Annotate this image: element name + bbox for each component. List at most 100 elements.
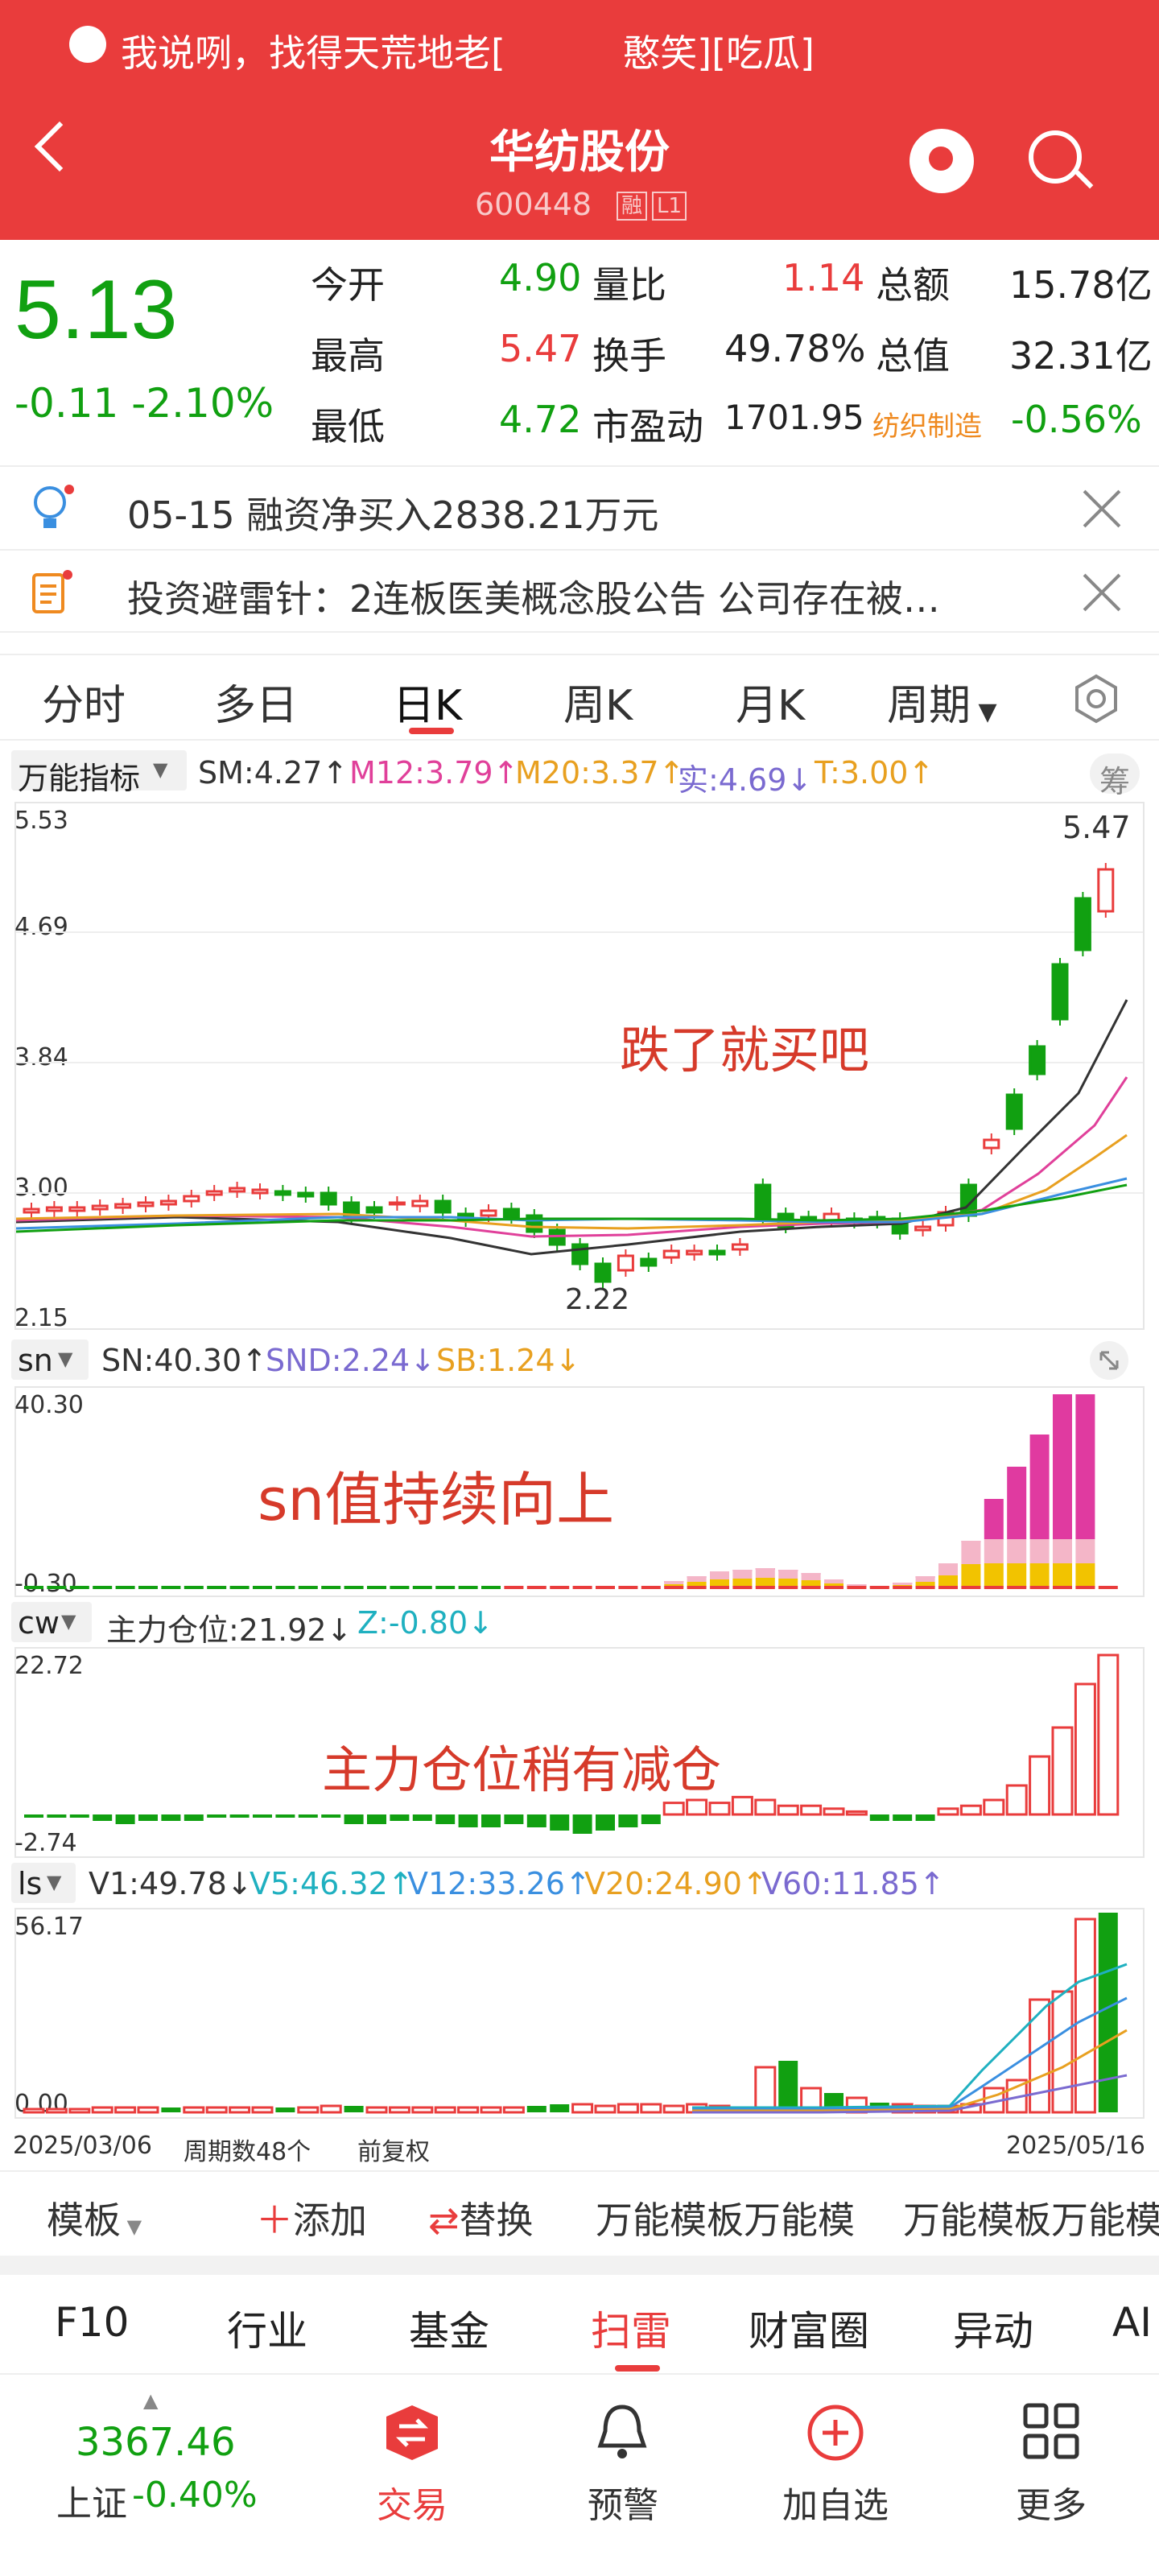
sn-bar-light bbox=[778, 1570, 798, 1579]
candle bbox=[731, 1243, 749, 1251]
header-bar: 我说咧，找得天荒地老[ 憨笑][吃瓜] 华纺股份 600448 融 L1 bbox=[0, 0, 1159, 240]
sn-bar-light bbox=[710, 1571, 729, 1579]
tab-industry[interactable]: 行业 bbox=[227, 2308, 307, 2355]
tab-weekly-k[interactable]: 周K bbox=[563, 682, 633, 730]
replace-template-button[interactable]: ⇄替换 bbox=[428, 2198, 534, 2242]
sn-baseline bbox=[321, 1586, 341, 1589]
tab-wealth-circle[interactable]: 财富圈 bbox=[749, 2308, 869, 2355]
lightbulb-icon bbox=[34, 485, 74, 528]
bottom-nav: ▲ 3367.46 上证 -0.40% 交易 预警 加自选 更多 bbox=[0, 2375, 1159, 2576]
kline-chart[interactable] bbox=[14, 802, 1145, 1330]
sn-bar-yellow bbox=[915, 1582, 935, 1587]
tab-daily-k[interactable]: 日K bbox=[393, 682, 463, 730]
template-dropdown[interactable]: 模板 ▼ bbox=[47, 2198, 142, 2242]
ls-bar-up bbox=[1051, 1990, 1074, 2114]
sn-chart[interactable] bbox=[14, 1386, 1145, 1597]
cw-bar-up bbox=[845, 1810, 868, 1816]
candle bbox=[1074, 897, 1091, 952]
chat-bubble-icon bbox=[69, 26, 106, 63]
cw-indicator-selector[interactable]: cw ▼ bbox=[11, 1602, 92, 1642]
search-icon[interactable] bbox=[1029, 130, 1082, 184]
low-value: 4.72 bbox=[499, 398, 582, 441]
sn-baseline bbox=[229, 1586, 250, 1589]
cw-bar-up bbox=[937, 1807, 959, 1816]
tab-anomaly[interactable]: 异动 bbox=[953, 2308, 1033, 2355]
caret-down-icon: ▼ bbox=[58, 1348, 73, 1370]
tab-monthly-k[interactable]: 月K bbox=[736, 682, 806, 730]
info-row-margin[interactable]: 05-15 融资净买入2838.21万元 bbox=[0, 465, 1159, 549]
template-item[interactable]: 万能模板万能模 bbox=[903, 2198, 1159, 2242]
divider bbox=[0, 2256, 1159, 2275]
cw-bar-down bbox=[572, 1814, 592, 1834]
high-label: 最高 bbox=[311, 334, 385, 378]
legend-sm: SM:4.27↑ bbox=[198, 755, 349, 791]
ls-bar-up bbox=[662, 2104, 685, 2114]
tab-intraday[interactable]: 分时 bbox=[42, 682, 126, 730]
more-label: 更多 bbox=[1016, 2485, 1087, 2526]
close-icon[interactable] bbox=[1082, 572, 1122, 612]
chip-distribution-button[interactable]: 筹 bbox=[1090, 753, 1140, 799]
info-text: 05-15 融资净买入2838.21万元 bbox=[127, 493, 659, 537]
ls-bar-up bbox=[411, 2106, 434, 2114]
active-tab-indicator bbox=[615, 2365, 660, 2372]
ls-bar-up bbox=[251, 2106, 274, 2114]
adjust-mode: 前复权 bbox=[357, 2138, 430, 2166]
add-template-button[interactable]: ＋添加 bbox=[256, 2198, 367, 2242]
ls-bar-up bbox=[297, 2106, 320, 2114]
caret-down-icon: ▼ bbox=[47, 1871, 62, 1893]
cw-bar-up bbox=[1005, 1784, 1028, 1816]
ls-svg bbox=[23, 1913, 1128, 2114]
tab-period[interactable]: 周期 ▼ bbox=[887, 682, 997, 730]
ls-chart[interactable] bbox=[14, 1908, 1145, 2119]
sn-bar-pink bbox=[1075, 1394, 1095, 1539]
sn-baseline bbox=[893, 1586, 913, 1589]
legend-v20: V20:24.90↑ bbox=[584, 1866, 768, 1901]
cw-bar-up bbox=[1074, 1682, 1096, 1816]
cw-bar-down bbox=[24, 1814, 43, 1818]
cw-bar-up bbox=[1051, 1726, 1074, 1816]
cw-chart[interactable] bbox=[14, 1647, 1145, 1858]
ls-bar-down bbox=[1098, 1913, 1118, 2112]
sn-baseline bbox=[367, 1586, 386, 1589]
settings-icon[interactable] bbox=[1070, 673, 1122, 724]
notice-text[interactable]: 我说咧，找得天荒地老[ 憨笑][吃瓜] bbox=[121, 31, 815, 75]
ls-indicator-selector[interactable]: ls ▼ bbox=[11, 1863, 76, 1903]
active-tab-indicator bbox=[409, 728, 454, 734]
annotation-cw: 主力仓位稍有减仓 bbox=[322, 1740, 722, 1799]
document-icon bbox=[32, 570, 72, 613]
level-badge: L1 bbox=[652, 192, 687, 221]
tab-fund[interactable]: 基金 bbox=[409, 2308, 489, 2355]
tab-multiday[interactable]: 多日 bbox=[214, 682, 299, 730]
candle bbox=[480, 1209, 497, 1217]
sn-bar-pink bbox=[1007, 1467, 1027, 1539]
sn-baseline bbox=[47, 1586, 67, 1589]
close-icon[interactable] bbox=[1082, 488, 1122, 528]
legend-v60: V60:11.85↑ bbox=[761, 1866, 945, 1901]
tab-ai[interactable]: AI bbox=[1112, 2299, 1152, 2346]
expand-icon[interactable] bbox=[1088, 1340, 1130, 1381]
mascot-icon[interactable] bbox=[909, 129, 974, 193]
trade-icon bbox=[386, 2405, 438, 2460]
high-value: 5.47 bbox=[499, 327, 582, 370]
trade-label: 交易 bbox=[377, 2485, 448, 2526]
tab-f10[interactable]: F10 bbox=[55, 2299, 130, 2346]
cw-bar-up bbox=[983, 1798, 1005, 1816]
candle bbox=[662, 1249, 680, 1259]
sn-baseline bbox=[572, 1586, 592, 1589]
cw-bar-up bbox=[823, 1807, 845, 1816]
info-row-risk[interactable]: 投资避雷针：2连板医美概念股公告 公司存在被… bbox=[0, 549, 1159, 633]
sn-baseline bbox=[550, 1586, 570, 1589]
cw-bar-down bbox=[275, 1814, 295, 1818]
tab-risk-scan[interactable]: 扫雷 bbox=[591, 2308, 671, 2355]
cw-bar-down bbox=[618, 1814, 638, 1827]
cw-bar-down bbox=[526, 1814, 547, 1827]
industry-label[interactable]: 纺织制造 bbox=[872, 411, 982, 443]
cw-bar-up bbox=[754, 1798, 777, 1816]
sn-baseline bbox=[504, 1586, 524, 1589]
caret-down-icon: ▼ bbox=[971, 698, 997, 726]
sn-indicator-selector[interactable]: sn ▼ bbox=[11, 1340, 89, 1380]
indicator-selector[interactable]: 万能指标 ▼ bbox=[11, 750, 187, 796]
template-item[interactable]: 万能模板万能模 bbox=[596, 2198, 855, 2242]
candle bbox=[800, 1216, 818, 1220]
cw-bar-down bbox=[504, 1814, 524, 1824]
